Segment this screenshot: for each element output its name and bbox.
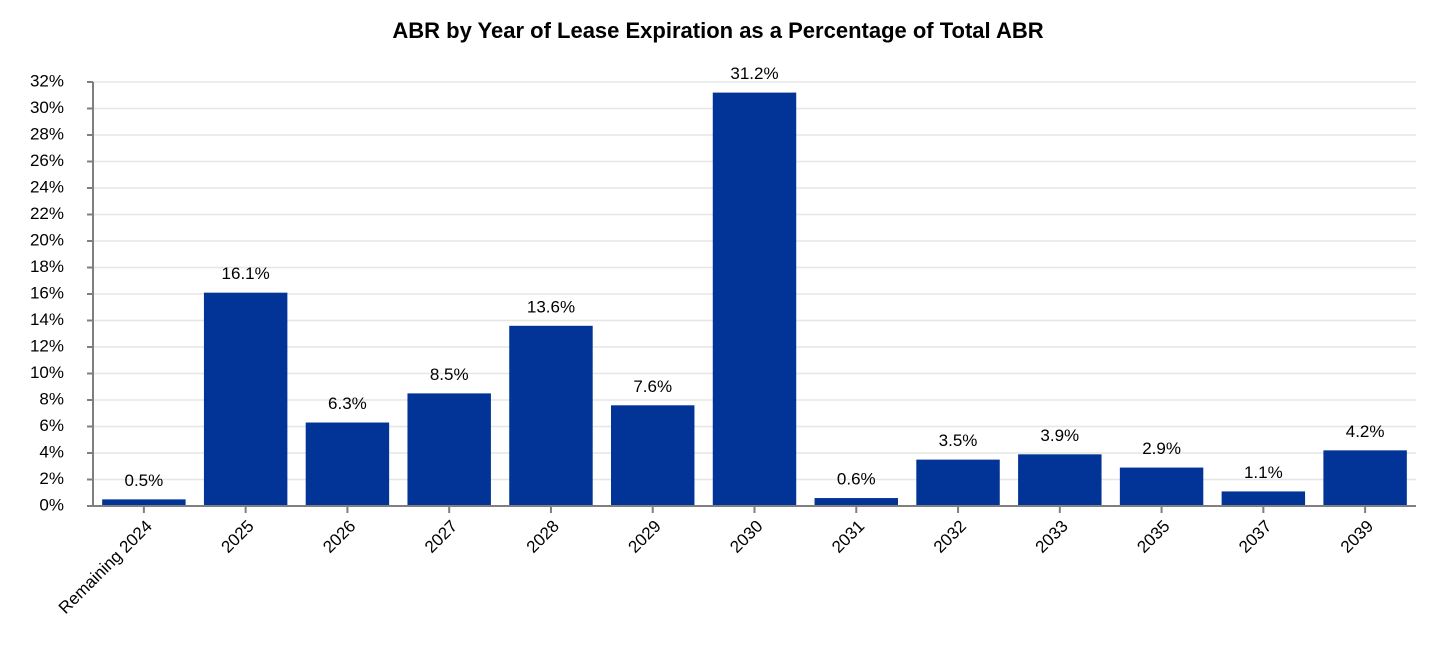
bar [509, 325, 593, 506]
data-label: 8.5% [430, 365, 469, 384]
y-tick-label: 30% [30, 98, 64, 117]
data-label: 13.6% [527, 297, 575, 316]
chart-title: ABR by Year of Lease Expiration as a Per… [392, 18, 1043, 43]
bar [1018, 454, 1102, 506]
data-label: 0.5% [125, 471, 164, 490]
x-tick-label: Remaining 2024 [55, 517, 156, 618]
bar [1119, 467, 1204, 506]
data-label: 0.6% [837, 470, 876, 489]
y-tick-label: 16% [30, 283, 64, 302]
x-tick-label: 2027 [421, 517, 461, 557]
y-tick-label: 2% [39, 469, 64, 488]
y-tick-label: 8% [39, 389, 64, 408]
x-tick-label: 2029 [625, 517, 665, 557]
x-tick-label: 2035 [1133, 517, 1173, 557]
data-label: 3.5% [939, 431, 978, 450]
data-label: 3.9% [1040, 426, 1079, 445]
data-label: 6.3% [328, 394, 367, 413]
x-tick-label: 2026 [319, 517, 359, 557]
data-label: 1.1% [1244, 463, 1283, 482]
bar [407, 393, 491, 506]
bar [305, 422, 390, 506]
y-tick-label: 14% [30, 310, 64, 329]
y-tick-label: 26% [30, 151, 64, 170]
y-tick-label: 0% [39, 495, 64, 514]
bar [712, 92, 797, 506]
data-label: 31.2% [730, 64, 778, 83]
y-tick-label: 10% [30, 363, 64, 382]
y-tick-label: 12% [30, 336, 64, 355]
x-tick-label: 2028 [523, 517, 563, 557]
data-label: 16.1% [222, 264, 270, 283]
bar [916, 459, 1000, 506]
bar [1221, 491, 1306, 506]
y-tick-label: 4% [39, 442, 64, 461]
bar [1323, 450, 1407, 506]
y-tick-label: 18% [30, 257, 64, 276]
x-tick-label: 2025 [217, 517, 257, 557]
y-tick-label: 28% [30, 124, 64, 143]
y-tick-label: 22% [30, 204, 64, 223]
x-tick-label: 2039 [1337, 517, 1377, 557]
y-tick-label: 24% [30, 177, 64, 196]
bar [203, 292, 288, 506]
x-tick-label: 2030 [726, 517, 766, 557]
x-tick-label: 2032 [930, 517, 970, 557]
y-tick-label: 32% [30, 71, 64, 90]
data-label: 7.6% [633, 377, 672, 396]
x-tick-label: 2031 [828, 517, 868, 557]
y-tick-label: 20% [30, 230, 64, 249]
y-tick-label: 6% [39, 416, 64, 435]
bar [102, 499, 186, 506]
x-tick-label: 2037 [1235, 517, 1275, 557]
data-label: 4.2% [1346, 422, 1385, 441]
data-label: 2.9% [1142, 439, 1181, 458]
x-tick-label: 2033 [1032, 517, 1072, 557]
bar [814, 498, 898, 506]
bar [611, 405, 695, 506]
